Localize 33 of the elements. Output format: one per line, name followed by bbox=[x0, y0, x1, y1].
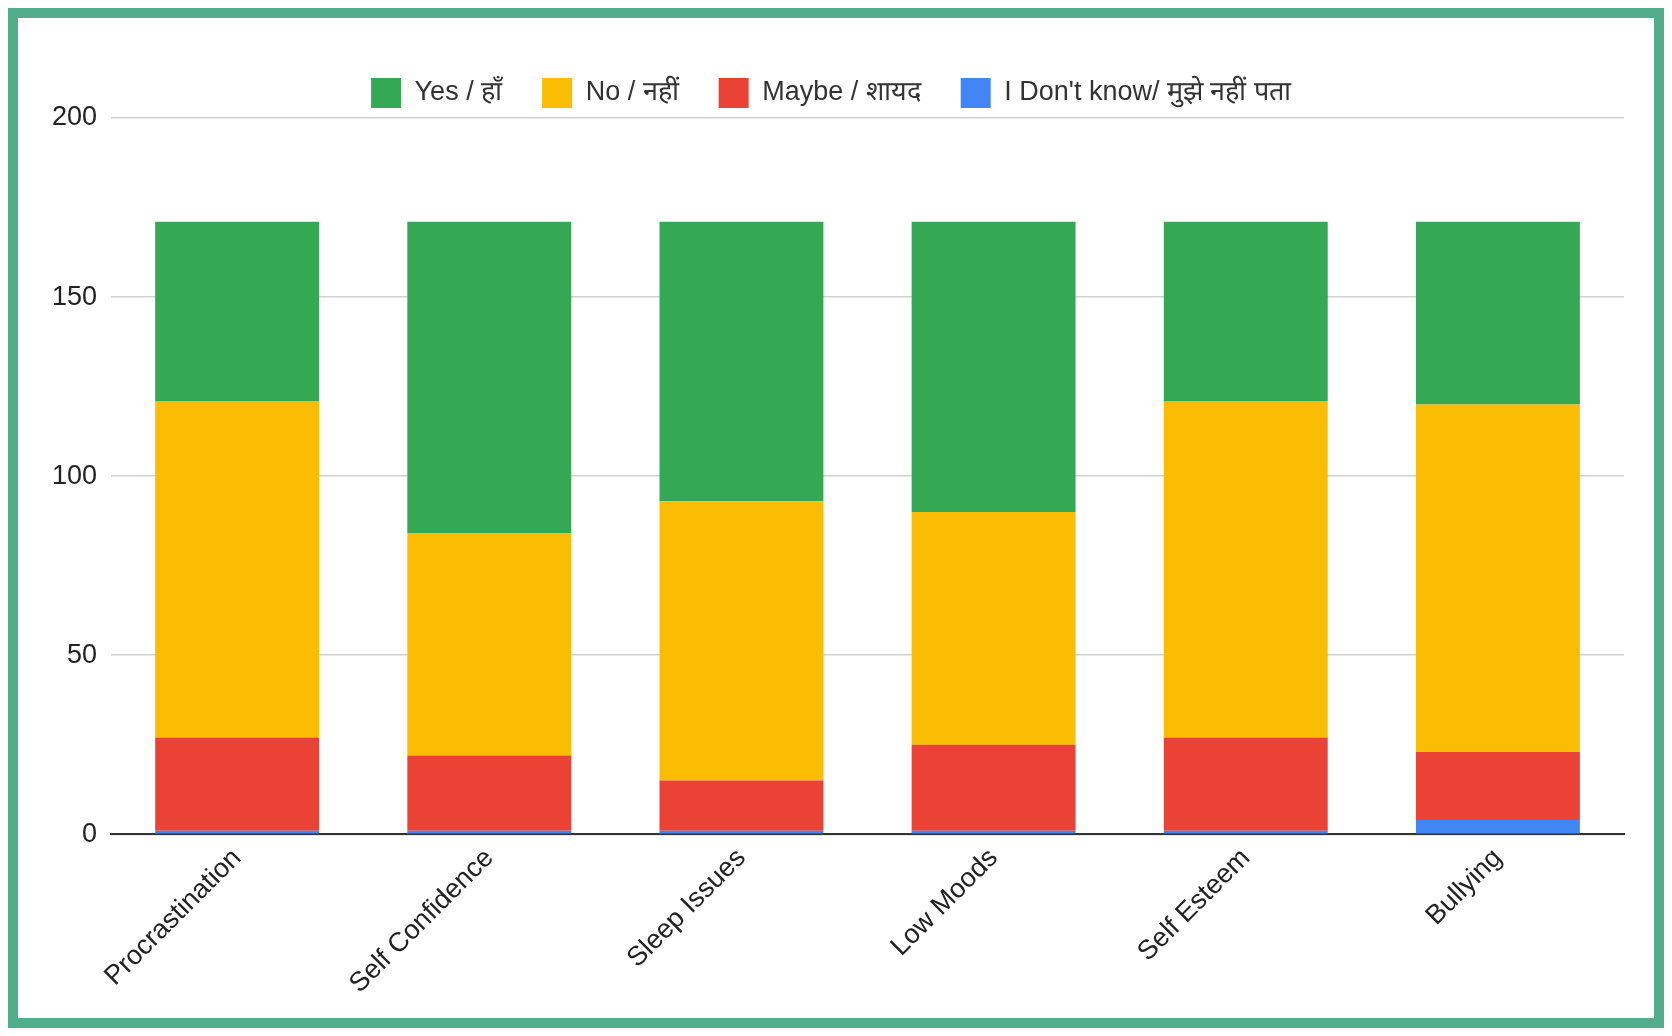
bar bbox=[155, 400, 320, 738]
bar bbox=[1415, 751, 1580, 820]
bar bbox=[1415, 221, 1580, 405]
y-tick-label: 0 bbox=[82, 817, 98, 848]
legend-label: No / नहीं bbox=[585, 75, 680, 107]
bar bbox=[407, 533, 572, 756]
bar bbox=[1415, 819, 1580, 834]
bar bbox=[1163, 400, 1328, 738]
bar bbox=[1163, 830, 1328, 834]
bar bbox=[155, 221, 320, 401]
y-tick-label: 50 bbox=[67, 638, 98, 669]
bar bbox=[407, 755, 572, 831]
bar bbox=[407, 830, 572, 834]
legend-label: Maybe / शायद bbox=[762, 76, 922, 107]
bar bbox=[659, 780, 824, 831]
bar bbox=[911, 830, 1076, 834]
bar bbox=[1415, 404, 1580, 752]
bar bbox=[155, 737, 320, 831]
bar bbox=[911, 511, 1076, 745]
legend-label: I Don't know/ मुझे नहीं पता bbox=[1004, 75, 1292, 109]
y-tick-label: 200 bbox=[51, 101, 98, 132]
bar bbox=[1163, 221, 1328, 401]
bar bbox=[659, 221, 824, 502]
bar bbox=[407, 221, 572, 534]
y-tick-label: 100 bbox=[51, 459, 98, 490]
bar bbox=[659, 501, 824, 781]
bar bbox=[911, 221, 1076, 512]
bar bbox=[155, 830, 320, 834]
bar bbox=[659, 830, 824, 834]
y-tick-label: 150 bbox=[51, 280, 98, 311]
bar bbox=[911, 744, 1076, 831]
bar bbox=[1163, 737, 1328, 831]
legend-label: Yes / हाँ bbox=[414, 75, 505, 107]
